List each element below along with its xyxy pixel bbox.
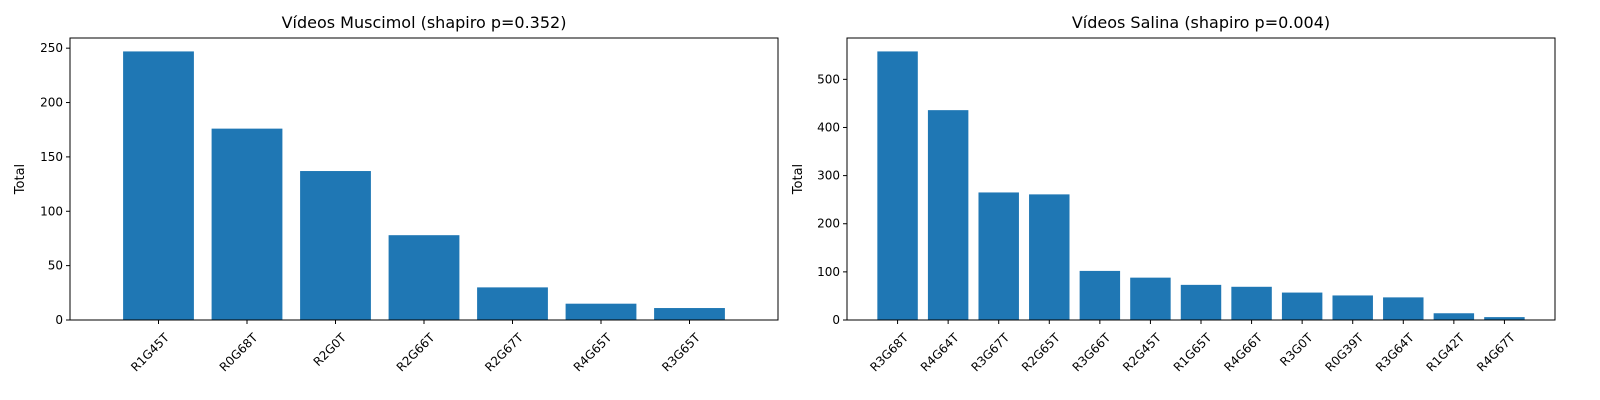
plot-frame xyxy=(846,37,1556,321)
x-tick-label: R3G64T xyxy=(1373,330,1417,374)
x-tick-label: R2G65T xyxy=(1019,330,1063,374)
y-tick-label: 150 xyxy=(40,150,63,164)
y-ticks: 0 100 200 300 400 500 xyxy=(817,72,847,327)
x-tick-label: R3G66T xyxy=(1070,330,1114,374)
x-tick-label: R0G39T xyxy=(1322,330,1366,374)
chart-title: Vídeos Salina (shapiro p=0.004) xyxy=(1072,13,1330,32)
bar-r4g65t xyxy=(565,303,637,320)
plot-frame xyxy=(69,37,779,321)
bar-r4g64t xyxy=(927,110,969,320)
bar-r1g65t xyxy=(1180,284,1222,320)
bar-r3g0t xyxy=(1281,292,1323,320)
y-axis-label: Total xyxy=(791,164,806,195)
x-tick-label: R1G45T xyxy=(128,330,172,374)
x-tick-label: R4G65T xyxy=(571,330,615,374)
bar-r3g64t xyxy=(1383,297,1424,320)
x-tick-label: R1G42T xyxy=(1424,330,1468,374)
x-tick-label: R0G68T xyxy=(217,330,261,374)
x-tick-label: R1G65T xyxy=(1171,330,1215,374)
bar-r1g42t xyxy=(1433,313,1475,320)
bar-r3g66t xyxy=(1079,270,1121,320)
x-tick-label: R4G66T xyxy=(1221,330,1265,374)
x-tick-label: R2G67T xyxy=(482,330,526,374)
y-tick-label: 200 xyxy=(40,96,63,110)
x-tick-label: R3G68T xyxy=(867,330,911,374)
y-tick-label: 100 xyxy=(817,265,840,279)
y-tick-label: 400 xyxy=(817,120,840,134)
bar-r3g67t xyxy=(978,192,1019,320)
y-axis-label: Total xyxy=(13,164,28,195)
bar-r0g68t xyxy=(211,128,283,320)
muscimol-chart: Vídeos Muscimol (shapiro p=0.352) Total … xyxy=(13,13,779,374)
y-tick-label: 50 xyxy=(48,259,63,273)
y-tick-label: 500 xyxy=(817,72,840,86)
x-ticks: R1G45T R0G68T R2G0T R2G66T R2G67T R4G65T R3G65… xyxy=(128,320,703,374)
x-tick-label: R2G66T xyxy=(394,330,438,374)
chart-title: Vídeos Muscimol (shapiro p=0.352) xyxy=(282,13,567,32)
x-ticks: R3G68T R4G64T R3G67T R2G65T R3G66T R2G45T R1G6… xyxy=(867,320,1518,374)
bar-r1g45t xyxy=(123,51,194,321)
y-tick-label: 100 xyxy=(40,204,63,218)
y-tick-label: 300 xyxy=(817,169,840,183)
y-ticks: 0 50 100 150 200 250 xyxy=(40,41,70,327)
bar-r2g67t xyxy=(477,287,548,320)
x-tick-label: R2G45T xyxy=(1120,330,1164,374)
bar-r2g66t xyxy=(388,235,460,320)
x-tick-label: R3G0T xyxy=(1277,330,1316,369)
bar-r3g65t xyxy=(654,308,725,320)
y-tick-label: 250 xyxy=(40,41,63,55)
bar-r4g66t xyxy=(1231,286,1272,320)
bar-r4g67t xyxy=(1484,317,1525,320)
salina-chart: Vídeos Salina (shapiro p=0.004) Total 0 1… xyxy=(791,13,1556,374)
y-tick-label: 0 xyxy=(832,313,840,327)
bars xyxy=(877,51,1525,321)
x-tick-label: R4G64T xyxy=(918,330,962,374)
bars xyxy=(123,51,725,321)
bar-r2g45t xyxy=(1130,277,1171,320)
bar-r0g39t xyxy=(1332,295,1373,320)
bar-r2g0t xyxy=(300,171,371,320)
x-tick-label: R3G65T xyxy=(659,330,703,374)
y-tick-label: 200 xyxy=(817,217,840,231)
bar-r3g68t xyxy=(877,51,918,321)
x-tick-label: R4G67T xyxy=(1474,330,1518,374)
x-tick-label: R3G67T xyxy=(968,330,1012,374)
y-tick-label: 0 xyxy=(55,313,63,327)
x-tick-label: R2G0T xyxy=(311,330,350,369)
bar-r2g65t xyxy=(1029,194,1070,320)
